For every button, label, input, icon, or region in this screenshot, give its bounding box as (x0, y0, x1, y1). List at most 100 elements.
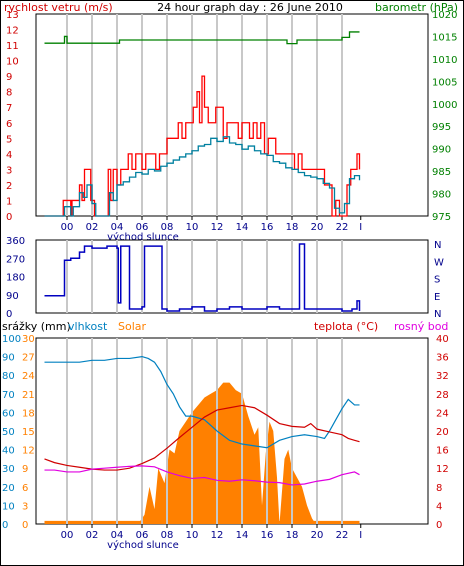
panel-wind-xtick-label: 08 (161, 222, 174, 233)
legend-humidity: vlhkost (68, 320, 108, 333)
series-solar-area (129, 382, 317, 524)
chart-title: 24 hour graph day : 26 June 2010 (157, 1, 343, 14)
series-barometr-hpa (44, 31, 360, 45)
panel-temperature-xtick-label: 06 (136, 530, 149, 541)
direction-compass-label: W (434, 257, 444, 268)
series-teplota-c (44, 404, 360, 471)
panel-wind-xtick-label: 16 (261, 222, 274, 233)
series-rychlost-vetru-m-s (44, 75, 361, 217)
direction-ytick-label: 0 (6, 309, 12, 320)
panel-wind-xtick-label: 18 (286, 222, 299, 233)
pressure-ytick-label: 1015 (432, 32, 457, 43)
panel-temperature-xtick-label: 18 (286, 530, 299, 541)
humidity-ytick-label: 60 (2, 408, 15, 419)
direction-ytick-label: 270 (6, 254, 25, 265)
solar-ytick-label: 27 (22, 353, 35, 364)
humidity-ytick-label: 70 (2, 390, 15, 401)
panel-wind-xtick-label: 00 (61, 222, 74, 233)
wind-ytick-label: 6 (6, 119, 12, 130)
panel-temperature-xtick-label: 02 (86, 530, 99, 541)
panel-wind-xtick-label: 02 (86, 222, 99, 233)
wind-ytick-label: 10 (6, 57, 19, 68)
pressure-ytick-label: 1020 (432, 10, 457, 21)
humidity-ytick-label: 50 (2, 427, 15, 438)
solar-ytick-label: 3 (22, 501, 28, 512)
wind-ytick-label: 12 (6, 26, 19, 37)
wind-ytick-label: 13 (6, 10, 19, 21)
humidity-ytick-label: 80 (2, 371, 15, 382)
temperature-ytick-label: 24 (436, 408, 449, 419)
temperature-ytick-label: 20 (436, 427, 449, 438)
panel-temperature-xtick-label: 22 (336, 530, 349, 541)
direction-compass-label: S (434, 275, 440, 286)
temperature-ytick-label: 8 (436, 483, 442, 494)
series-rosn-bod (44, 465, 360, 486)
panel-direction-frame (35, 239, 429, 314)
pressure-ytick-label: 990 (432, 145, 451, 156)
barometer-axis-label: barometr (hPa) (375, 1, 458, 14)
wind-ytick-label: 9 (6, 72, 12, 83)
wind-axis-label: rychlost vetru (m/s) (4, 1, 113, 14)
series-wind-direction (44, 243, 361, 312)
wind-ytick-label: 5 (6, 134, 12, 145)
chart-marks: 0123456789101112139759809859909951000100… (2, 10, 457, 551)
wind-ytick-label: 4 (6, 150, 12, 161)
humidity-ytick-label: 90 (2, 353, 15, 364)
humidity-ytick-label: 40 (2, 446, 15, 457)
panel-temperature-xtick-label: 08 (161, 530, 174, 541)
panel-wind-xtick-label: 12 (211, 222, 224, 233)
series-vlhkost (44, 355, 360, 449)
pressure-ytick-label: 975 (432, 212, 451, 223)
panel-temperature-xtick-label: 20 (311, 530, 324, 541)
humidity-ytick-label: 10 (2, 501, 15, 512)
temperature-ytick-label: 0 (436, 520, 442, 531)
wind-ytick-label: 3 (6, 165, 12, 176)
pressure-ytick-label: 1000 (432, 100, 457, 111)
panel-temperature-xtick-label: 00 (61, 530, 74, 541)
temperature-ytick-label: 4 (436, 501, 442, 512)
panel-wind-xtick-label: 06 (136, 222, 149, 233)
direction-compass-label: N (434, 309, 441, 320)
pressure-ytick-label: 995 (432, 122, 451, 133)
humidity-ytick-label: 20 (2, 483, 15, 494)
wind-ytick-label: 1 (6, 196, 12, 207)
direction-compass-label: N (434, 240, 441, 251)
panel-wind-xtick-label: 20 (311, 222, 324, 233)
solar-ytick-label: 15 (22, 427, 35, 438)
temperature-ytick-label: 32 (436, 371, 449, 382)
humidity-ytick-label: 0 (2, 520, 8, 531)
pressure-ytick-label: 985 (432, 167, 451, 178)
panel-temperature-xtick-label: 04 (111, 530, 124, 541)
panel-wind-frame (35, 13, 429, 217)
pressure-ytick-label: 1005 (432, 77, 457, 88)
solar-ytick-label: 12 (22, 446, 35, 457)
legend-rain: srážky (mm) (2, 320, 71, 333)
wind-ytick-label: 11 (6, 41, 19, 52)
panel-wind-xtick-label: 14 (236, 222, 249, 233)
solar-ytick-label: 18 (22, 408, 35, 419)
panel-wind-xtick-label: 22 (336, 222, 349, 233)
solar-ytick-label: 9 (22, 464, 28, 475)
temperature-ytick-label: 36 (436, 353, 449, 364)
direction-ytick-label: 90 (6, 291, 19, 302)
series-wind-average (44, 136, 361, 217)
wind-ytick-label: 7 (6, 103, 12, 114)
direction-ytick-label: 180 (6, 273, 25, 284)
solar-ytick-label: 0 (22, 520, 28, 531)
solar-ytick-label: 24 (22, 371, 35, 382)
temperature-ytick-label: 12 (436, 464, 449, 475)
solar-ytick-label: 6 (22, 483, 28, 494)
panel-wind-xtick-label: 10 (186, 222, 199, 233)
pressure-ytick-label: 1010 (432, 55, 457, 66)
wind-ytick-label: 2 (6, 181, 12, 192)
panel-temperature-sunrise-label: východ slunce (107, 539, 179, 551)
panel-temperature-xtick-label: 10 (186, 530, 199, 541)
solar-ytick-label: 30 (22, 334, 35, 345)
panel-temperature-xtick-label: 14 (236, 530, 249, 541)
panel-temperature-xtick-label: 16 (261, 530, 274, 541)
legend-temperature: teplota (°C) (314, 320, 378, 333)
humidity-ytick-label: 100 (2, 334, 21, 345)
panel-temperature-xtick-label: I (359, 530, 362, 541)
direction-ytick-label: 360 (6, 236, 25, 247)
